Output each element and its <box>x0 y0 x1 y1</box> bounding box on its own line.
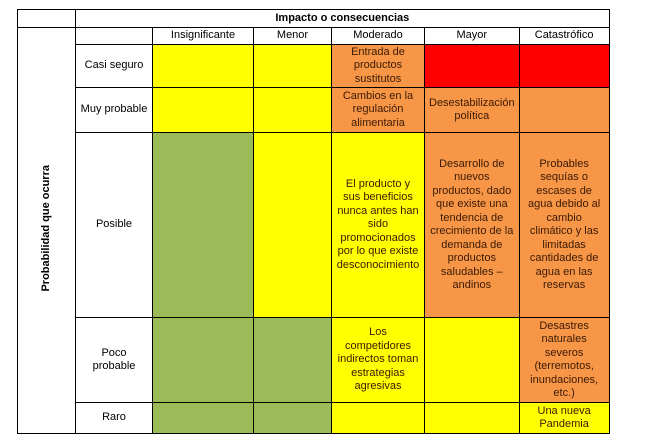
table-title: Impacto o consecuencias <box>75 9 610 28</box>
row-label: Muy probable <box>75 87 153 133</box>
risk-cell <box>253 132 332 318</box>
risk-cell <box>424 44 520 88</box>
risk-cell <box>253 44 332 88</box>
matrix-row: Muy probable Cambios en la regulación ali… <box>18 87 610 133</box>
row-label: Casi seguro <box>75 44 153 88</box>
risk-cell <box>152 132 254 318</box>
risk-cell <box>518 44 610 88</box>
risk-cell: El producto y sus beneficios nunca antes… <box>331 132 425 318</box>
risk-cell <box>152 317 254 403</box>
risk-cell: Cambios en la regulación alimentaria <box>331 87 425 133</box>
row-label: Poco probable <box>75 317 153 403</box>
column-header: Insignificante <box>152 27 254 45</box>
risk-cell <box>518 87 610 133</box>
column-header: Mayor <box>424 27 520 45</box>
risk-cell <box>152 87 254 133</box>
title-row: Impacto o consecuencias <box>17 9 610 28</box>
risk-cell: Una nueva Pandemia <box>518 402 610 434</box>
risk-cell: Desestabilización política <box>424 87 520 133</box>
risk-cell: Desarrollo de nuevos productos, dado que… <box>424 132 520 318</box>
risk-matrix: Impacto o consecuencias Probabilidad que… <box>17 9 610 434</box>
matrix-row: Poco probable Los competidores indirectos… <box>18 317 610 403</box>
column-header: Menor <box>253 27 332 45</box>
risk-cell <box>253 402 332 434</box>
row-label: Raro <box>75 402 153 434</box>
blank-cell <box>75 27 153 45</box>
table-body: Impacto o consecuencias Probabilidad que… <box>17 9 610 434</box>
matrix-row: Posible El producto y sus beneficios nunc… <box>18 132 610 318</box>
matrix-row: Casi seguro Entrada de productos sustitut… <box>18 44 610 88</box>
risk-cell: Los competidores indirectos toman estrat… <box>331 317 425 403</box>
column-header: Catastrófico <box>518 27 610 45</box>
column-header: Moderado <box>331 27 425 45</box>
risk-cell <box>152 44 254 88</box>
row-label: Posible <box>75 132 153 318</box>
risk-cell <box>253 87 332 133</box>
blank-cell <box>17 9 76 28</box>
column-header-row: Probabilidad que ocurra Insignificante Me… <box>17 27 610 434</box>
side-label-cell: Probabilidad que ocurra <box>17 27 76 434</box>
risk-cell <box>152 402 254 434</box>
risk-cell: Desastres naturales severos (terremotos,… <box>518 317 610 403</box>
risk-cell <box>253 317 332 403</box>
matrix-row: Raro Una nueva Pandemia <box>18 402 610 434</box>
risk-cell <box>424 402 520 434</box>
side-label: Probabilidad que ocurra <box>39 164 52 292</box>
risk-cell <box>331 402 425 434</box>
risk-cell <box>424 317 520 403</box>
risk-cell: Entrada de productos sustitutos <box>331 44 425 88</box>
risk-cell: Probables sequías o escases de agua debi… <box>518 132 610 318</box>
